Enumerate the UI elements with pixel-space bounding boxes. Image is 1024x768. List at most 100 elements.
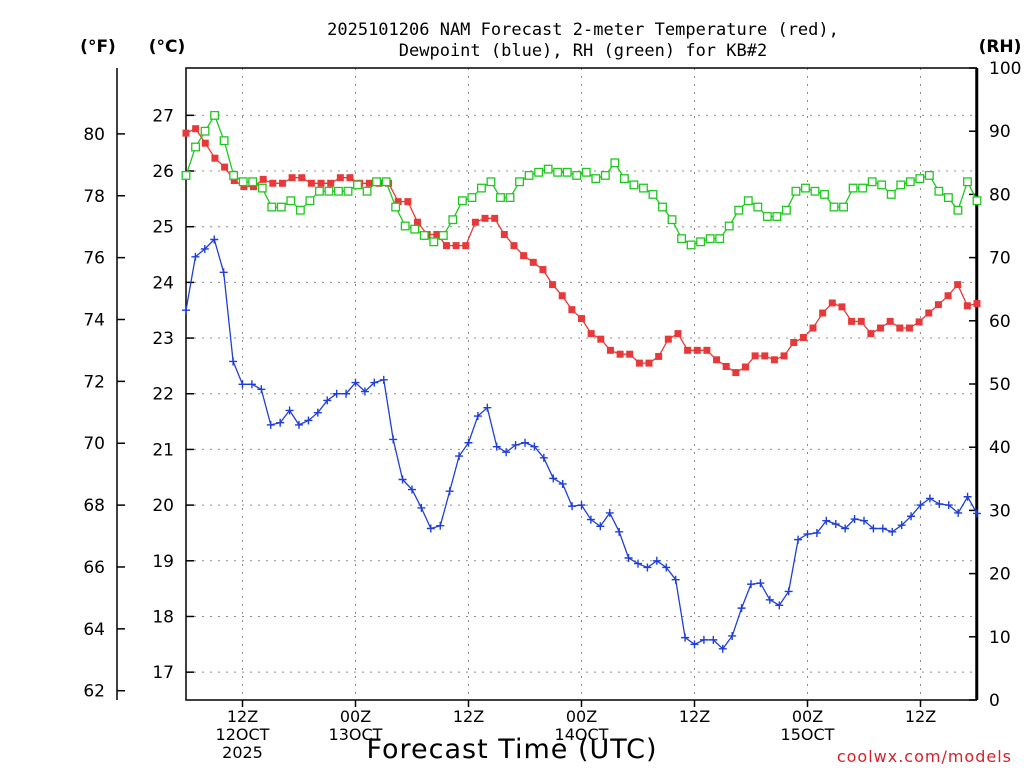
data-point-2-meter-temperature xyxy=(722,362,730,370)
data-point-rh xyxy=(896,180,906,190)
data-point-dewpoint xyxy=(200,244,209,253)
data-point-2-meter-temperature xyxy=(201,139,209,147)
data-point-dewpoint xyxy=(530,442,539,451)
data-point-rh xyxy=(581,167,591,177)
x-axis-label: Forecast Time (UTC) xyxy=(366,734,657,765)
fahrenheit-tick-label: 78 xyxy=(83,187,105,207)
x-tick-label: 14OCT xyxy=(555,725,609,744)
data-point-dewpoint xyxy=(878,524,887,533)
series-layer xyxy=(181,110,982,653)
data-point-dewpoint xyxy=(247,380,256,389)
data-point-rh xyxy=(753,202,763,212)
data-point-2-meter-temperature xyxy=(587,330,595,338)
data-point-2-meter-temperature xyxy=(230,176,238,184)
data-point-dewpoint xyxy=(869,524,878,533)
data-point-rh xyxy=(295,205,305,215)
data-point-2-meter-temperature xyxy=(848,317,856,325)
x-tick-label: 12Z xyxy=(453,707,484,726)
data-point-2-meter-temperature xyxy=(539,266,547,274)
rh-unit-label: (RH) xyxy=(979,37,1022,57)
chart-title: 2025101206 NAM Forecast 2-meter Temperat… xyxy=(327,20,839,61)
data-point-rh xyxy=(677,234,687,244)
data-point-rh xyxy=(419,231,429,240)
data-point-2-meter-temperature xyxy=(250,183,258,191)
data-point-rh xyxy=(610,158,620,168)
data-point-2-meter-temperature xyxy=(674,330,682,338)
data-point-2-meter-temperature xyxy=(529,258,537,266)
data-point-2-meter-temperature xyxy=(886,317,894,325)
data-point-dewpoint xyxy=(295,420,303,429)
data-point-rh xyxy=(515,177,525,187)
data-point-dewpoint xyxy=(483,403,492,412)
data-point-2-meter-temperature xyxy=(269,179,277,187)
data-point-2-meter-temperature xyxy=(278,179,286,187)
data-point-dewpoint xyxy=(238,380,247,389)
data-point-2-meter-temperature xyxy=(934,301,942,309)
data-point-rh xyxy=(362,186,372,196)
data-point-2-meter-temperature xyxy=(954,281,962,289)
data-point-rh xyxy=(534,167,544,177)
data-point-rh xyxy=(829,202,839,212)
data-point-rh xyxy=(248,177,258,187)
celsius-tick-label: 27 xyxy=(152,106,174,126)
fahrenheit-tick-label: 66 xyxy=(83,558,105,578)
data-point-2-meter-temperature xyxy=(442,242,450,250)
grid xyxy=(186,68,977,700)
celsius-tick-label: 23 xyxy=(152,329,174,349)
data-point-rh xyxy=(791,186,801,196)
data-point-dewpoint xyxy=(455,452,464,461)
data-point-2-meter-temperature xyxy=(838,303,846,311)
data-point-2-meter-temperature xyxy=(684,346,692,354)
data-point-rh xyxy=(772,212,782,221)
data-point-dewpoint xyxy=(210,235,219,244)
data-point-dewpoint xyxy=(709,635,718,644)
data-point-2-meter-temperature xyxy=(925,309,933,317)
data-point-2-meter-temperature xyxy=(857,317,865,325)
data-point-rh xyxy=(524,170,534,180)
data-point-dewpoint xyxy=(191,252,200,261)
data-point-2-meter-temperature xyxy=(905,324,913,332)
data-point-dewpoint xyxy=(671,575,680,584)
data-point-dewpoint xyxy=(605,508,614,517)
data-point-2-meter-temperature xyxy=(693,346,701,354)
fahrenheit-tick-label: 76 xyxy=(83,249,105,269)
data-point-dewpoint xyxy=(285,406,294,415)
series-dewpoint xyxy=(182,235,981,653)
data-point-dewpoint xyxy=(907,512,916,521)
x-tick-label: 00Z xyxy=(340,707,371,726)
data-point-rh xyxy=(858,183,868,193)
fahrenheit-unit-label: (°F) xyxy=(80,37,116,57)
data-point-dewpoint xyxy=(558,479,567,488)
data-point-2-meter-temperature xyxy=(578,315,585,323)
data-point-dewpoint xyxy=(586,515,595,524)
data-point-dewpoint xyxy=(219,268,228,277)
data-point-rh xyxy=(924,170,934,180)
data-point-dewpoint xyxy=(794,535,803,544)
data-point-dewpoint xyxy=(831,520,840,529)
data-point-rh xyxy=(867,177,877,187)
data-point-rh xyxy=(400,221,410,231)
data-point-rh xyxy=(191,142,200,152)
fahrenheit-tick-label: 80 xyxy=(83,125,105,145)
data-point-2-meter-temperature xyxy=(288,174,296,182)
data-point-2-meter-temperature xyxy=(240,183,248,191)
data-point-rh xyxy=(658,202,667,212)
title-line-2: Dewpoint (blue), RH (green) for KB#2 xyxy=(399,41,767,61)
celsius-tick-label: 21 xyxy=(152,440,174,460)
data-point-dewpoint xyxy=(615,527,624,536)
fahrenheit-tick-label: 70 xyxy=(83,434,105,454)
data-point-rh xyxy=(619,174,629,184)
data-point-rh xyxy=(743,196,753,206)
data-point-dewpoint xyxy=(464,438,473,447)
rh-tick-label: 10 xyxy=(989,628,1011,648)
data-point-dewpoint xyxy=(511,440,520,449)
data-point-dewpoint xyxy=(596,522,605,531)
data-point-2-meter-temperature xyxy=(877,324,885,332)
data-point-rh xyxy=(600,170,610,180)
data-point-rh xyxy=(724,221,734,231)
data-point-dewpoint xyxy=(257,385,266,394)
rh-tick-label: 40 xyxy=(989,438,1011,458)
data-point-dewpoint xyxy=(888,527,897,536)
data-point-dewpoint xyxy=(276,418,285,427)
data-point-rh xyxy=(943,193,953,203)
